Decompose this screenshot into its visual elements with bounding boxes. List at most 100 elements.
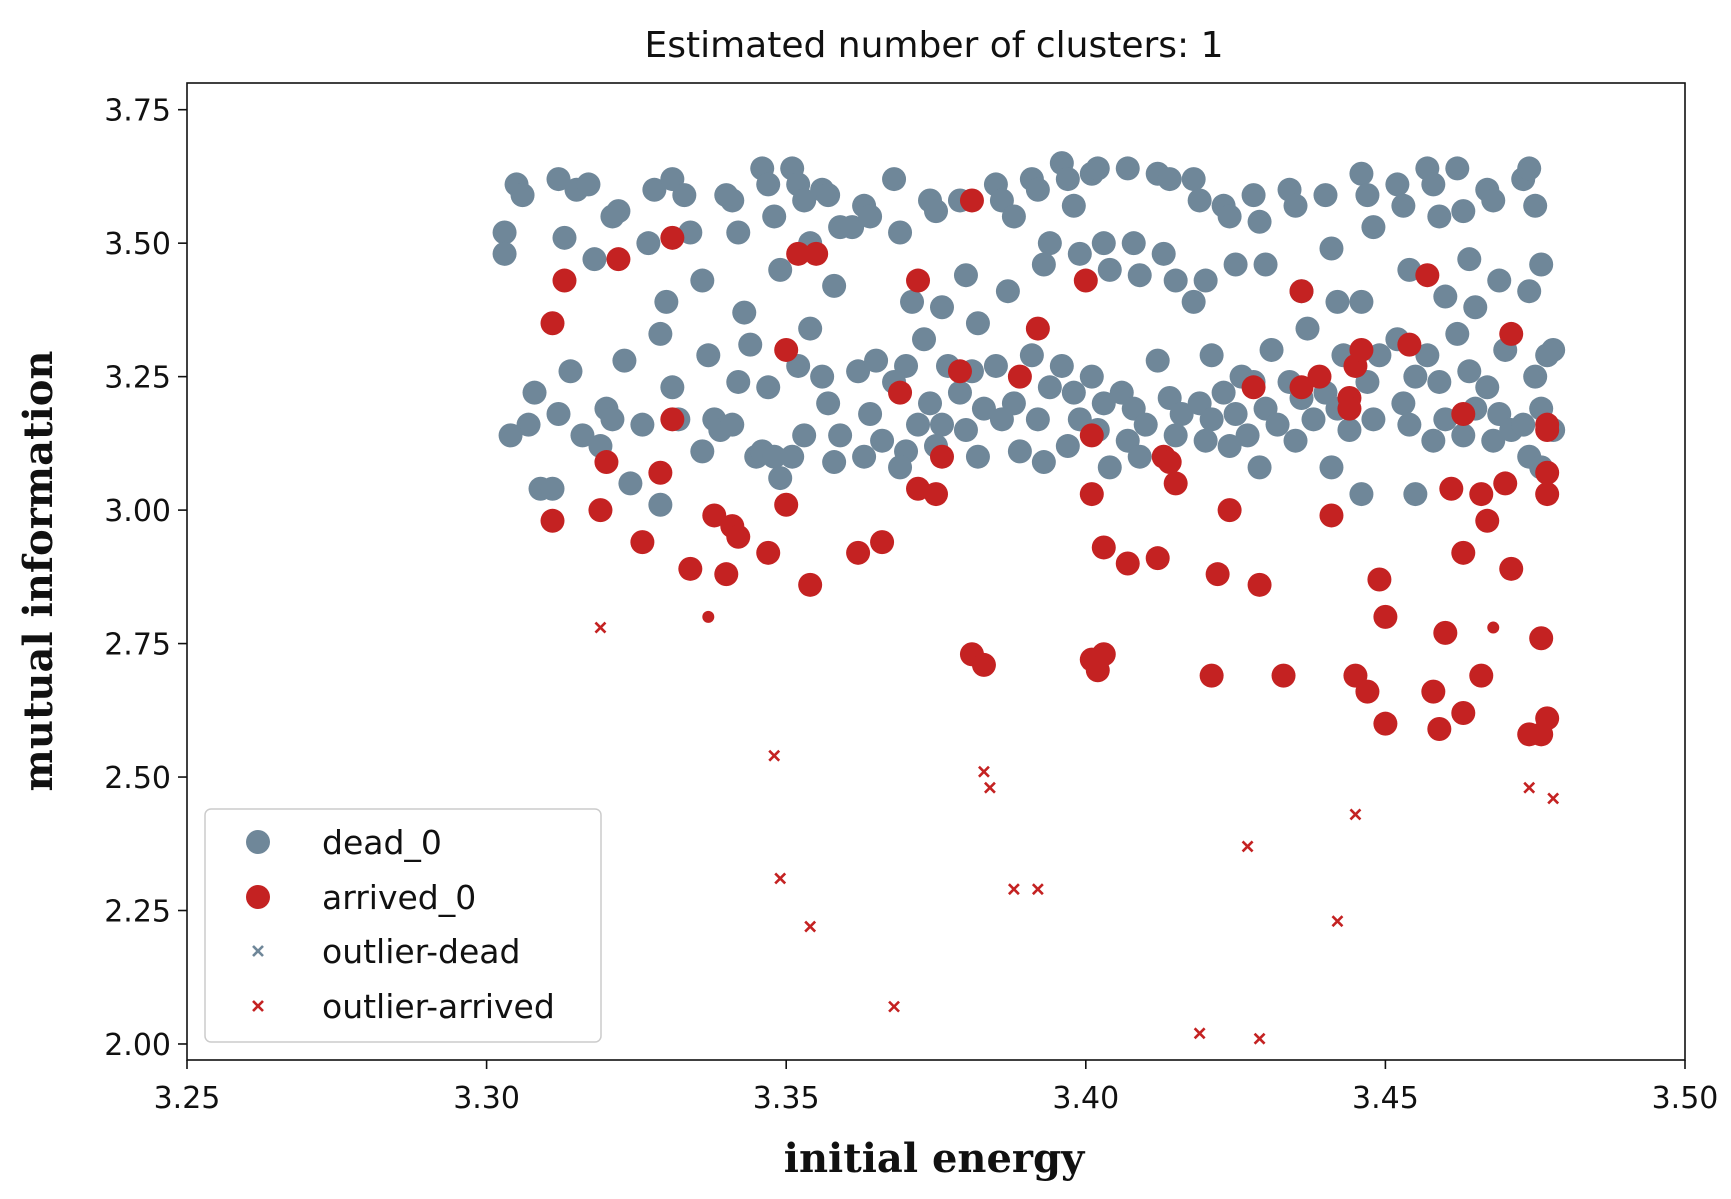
arrived-point [1535, 412, 1560, 437]
dead-point [720, 412, 745, 437]
arrived-point [1025, 316, 1050, 341]
dead-point [822, 273, 847, 298]
dead-point [660, 375, 685, 400]
dead-point [1457, 359, 1482, 384]
dead-point [1019, 343, 1044, 368]
dead-point [1481, 428, 1506, 453]
x-tick-label: 3.45 [1352, 1081, 1419, 1116]
dead-point [1463, 295, 1488, 320]
dead-point [1061, 380, 1086, 405]
dead-point [1451, 423, 1476, 448]
dead-point [1211, 380, 1236, 405]
dead-point [1325, 289, 1350, 314]
dead-point [1475, 375, 1500, 400]
outlier-arrived-point [804, 920, 817, 933]
dead-point [576, 172, 601, 197]
arrived-point [552, 268, 577, 293]
dead-point [630, 412, 655, 437]
dead-point [582, 247, 607, 272]
dead-point [900, 289, 925, 314]
outlier-arrived-point [768, 749, 781, 762]
dead-point [1457, 247, 1482, 272]
dead-point [768, 257, 793, 282]
dead-point [1265, 412, 1290, 437]
dead-point [918, 391, 943, 416]
dead-point [1157, 167, 1182, 192]
dead-point [1421, 428, 1446, 453]
dead-point [1403, 482, 1428, 507]
legend-outlier-arrived-label: outlier-arrived [322, 987, 555, 1026]
arrived-point [870, 530, 895, 555]
y-tick-label: 2.00 [104, 1028, 171, 1063]
dead-point [540, 476, 565, 501]
dead-point [1025, 177, 1050, 202]
dead-point [1181, 167, 1206, 192]
arrived-point [1499, 556, 1524, 581]
dead-point [882, 167, 907, 192]
arrived-point [1487, 621, 1500, 634]
dead-point [1049, 353, 1074, 378]
legend-outlier-dead-marker [252, 945, 264, 957]
dead-point [1283, 193, 1308, 218]
dead-point [792, 423, 817, 448]
arrived-point [1469, 663, 1494, 688]
arrived-point [702, 503, 727, 528]
arrived-point [1319, 503, 1344, 528]
arrived-point [1199, 663, 1224, 688]
dead-point [1511, 412, 1536, 437]
dead-point [1337, 418, 1362, 443]
arrived-point [1451, 540, 1476, 565]
arrived-point [906, 268, 931, 293]
dead-point [762, 204, 787, 229]
dead-point [1313, 183, 1338, 208]
outlier-arrived-point [888, 1000, 900, 1013]
dead-point [726, 369, 751, 394]
dead-point [870, 428, 895, 453]
arrived-point [1421, 679, 1446, 704]
plot-frame [186, 82, 1686, 1061]
dead-point [558, 359, 583, 384]
dead-point [1283, 428, 1308, 453]
arrived-point [1349, 337, 1374, 362]
dead-point [1253, 252, 1278, 277]
x-tick-label: 3.40 [1052, 1081, 1119, 1116]
dead-point [953, 263, 978, 288]
dead-point [1127, 444, 1152, 469]
dead-point [1055, 167, 1080, 192]
dead-point [1433, 284, 1458, 309]
y-axis-ticks: 2.00 2.25 2.50 2.75 3.00 3.25 3.50 3.75 [104, 94, 187, 1063]
legend: dead_0 arrived_0 outlier-dead outlier-ar… [204, 808, 602, 1043]
dead-point [1295, 316, 1320, 341]
dead-point [1001, 204, 1026, 229]
arrived-point [1397, 332, 1422, 357]
arrived-point [774, 337, 799, 362]
arrived-point [648, 460, 673, 485]
arrived-point [1499, 321, 1524, 346]
dead-point [912, 327, 937, 352]
arrived-point [1115, 551, 1140, 576]
arrived-point [756, 540, 781, 565]
dead-point [1031, 252, 1056, 277]
dead-point [570, 423, 595, 448]
arrived-point [1373, 604, 1398, 629]
arrived-point [1439, 476, 1464, 501]
dead-point [924, 199, 948, 224]
dead-point [1031, 450, 1056, 475]
dead-point [756, 375, 781, 400]
dead-point [1349, 482, 1374, 507]
dead-point [1169, 402, 1194, 427]
dead-point [1199, 407, 1224, 432]
dead-point [1481, 188, 1506, 213]
arrived-point [660, 407, 685, 432]
dead-point [1541, 337, 1566, 362]
arrived-point [702, 610, 715, 623]
arrived-point [1307, 364, 1332, 389]
dead-point [858, 204, 883, 229]
dead-point [1241, 183, 1266, 208]
y-tick-label: 3.75 [104, 94, 171, 129]
dead-point [947, 380, 972, 405]
dead-point [1115, 156, 1140, 181]
dead-point [965, 444, 990, 469]
